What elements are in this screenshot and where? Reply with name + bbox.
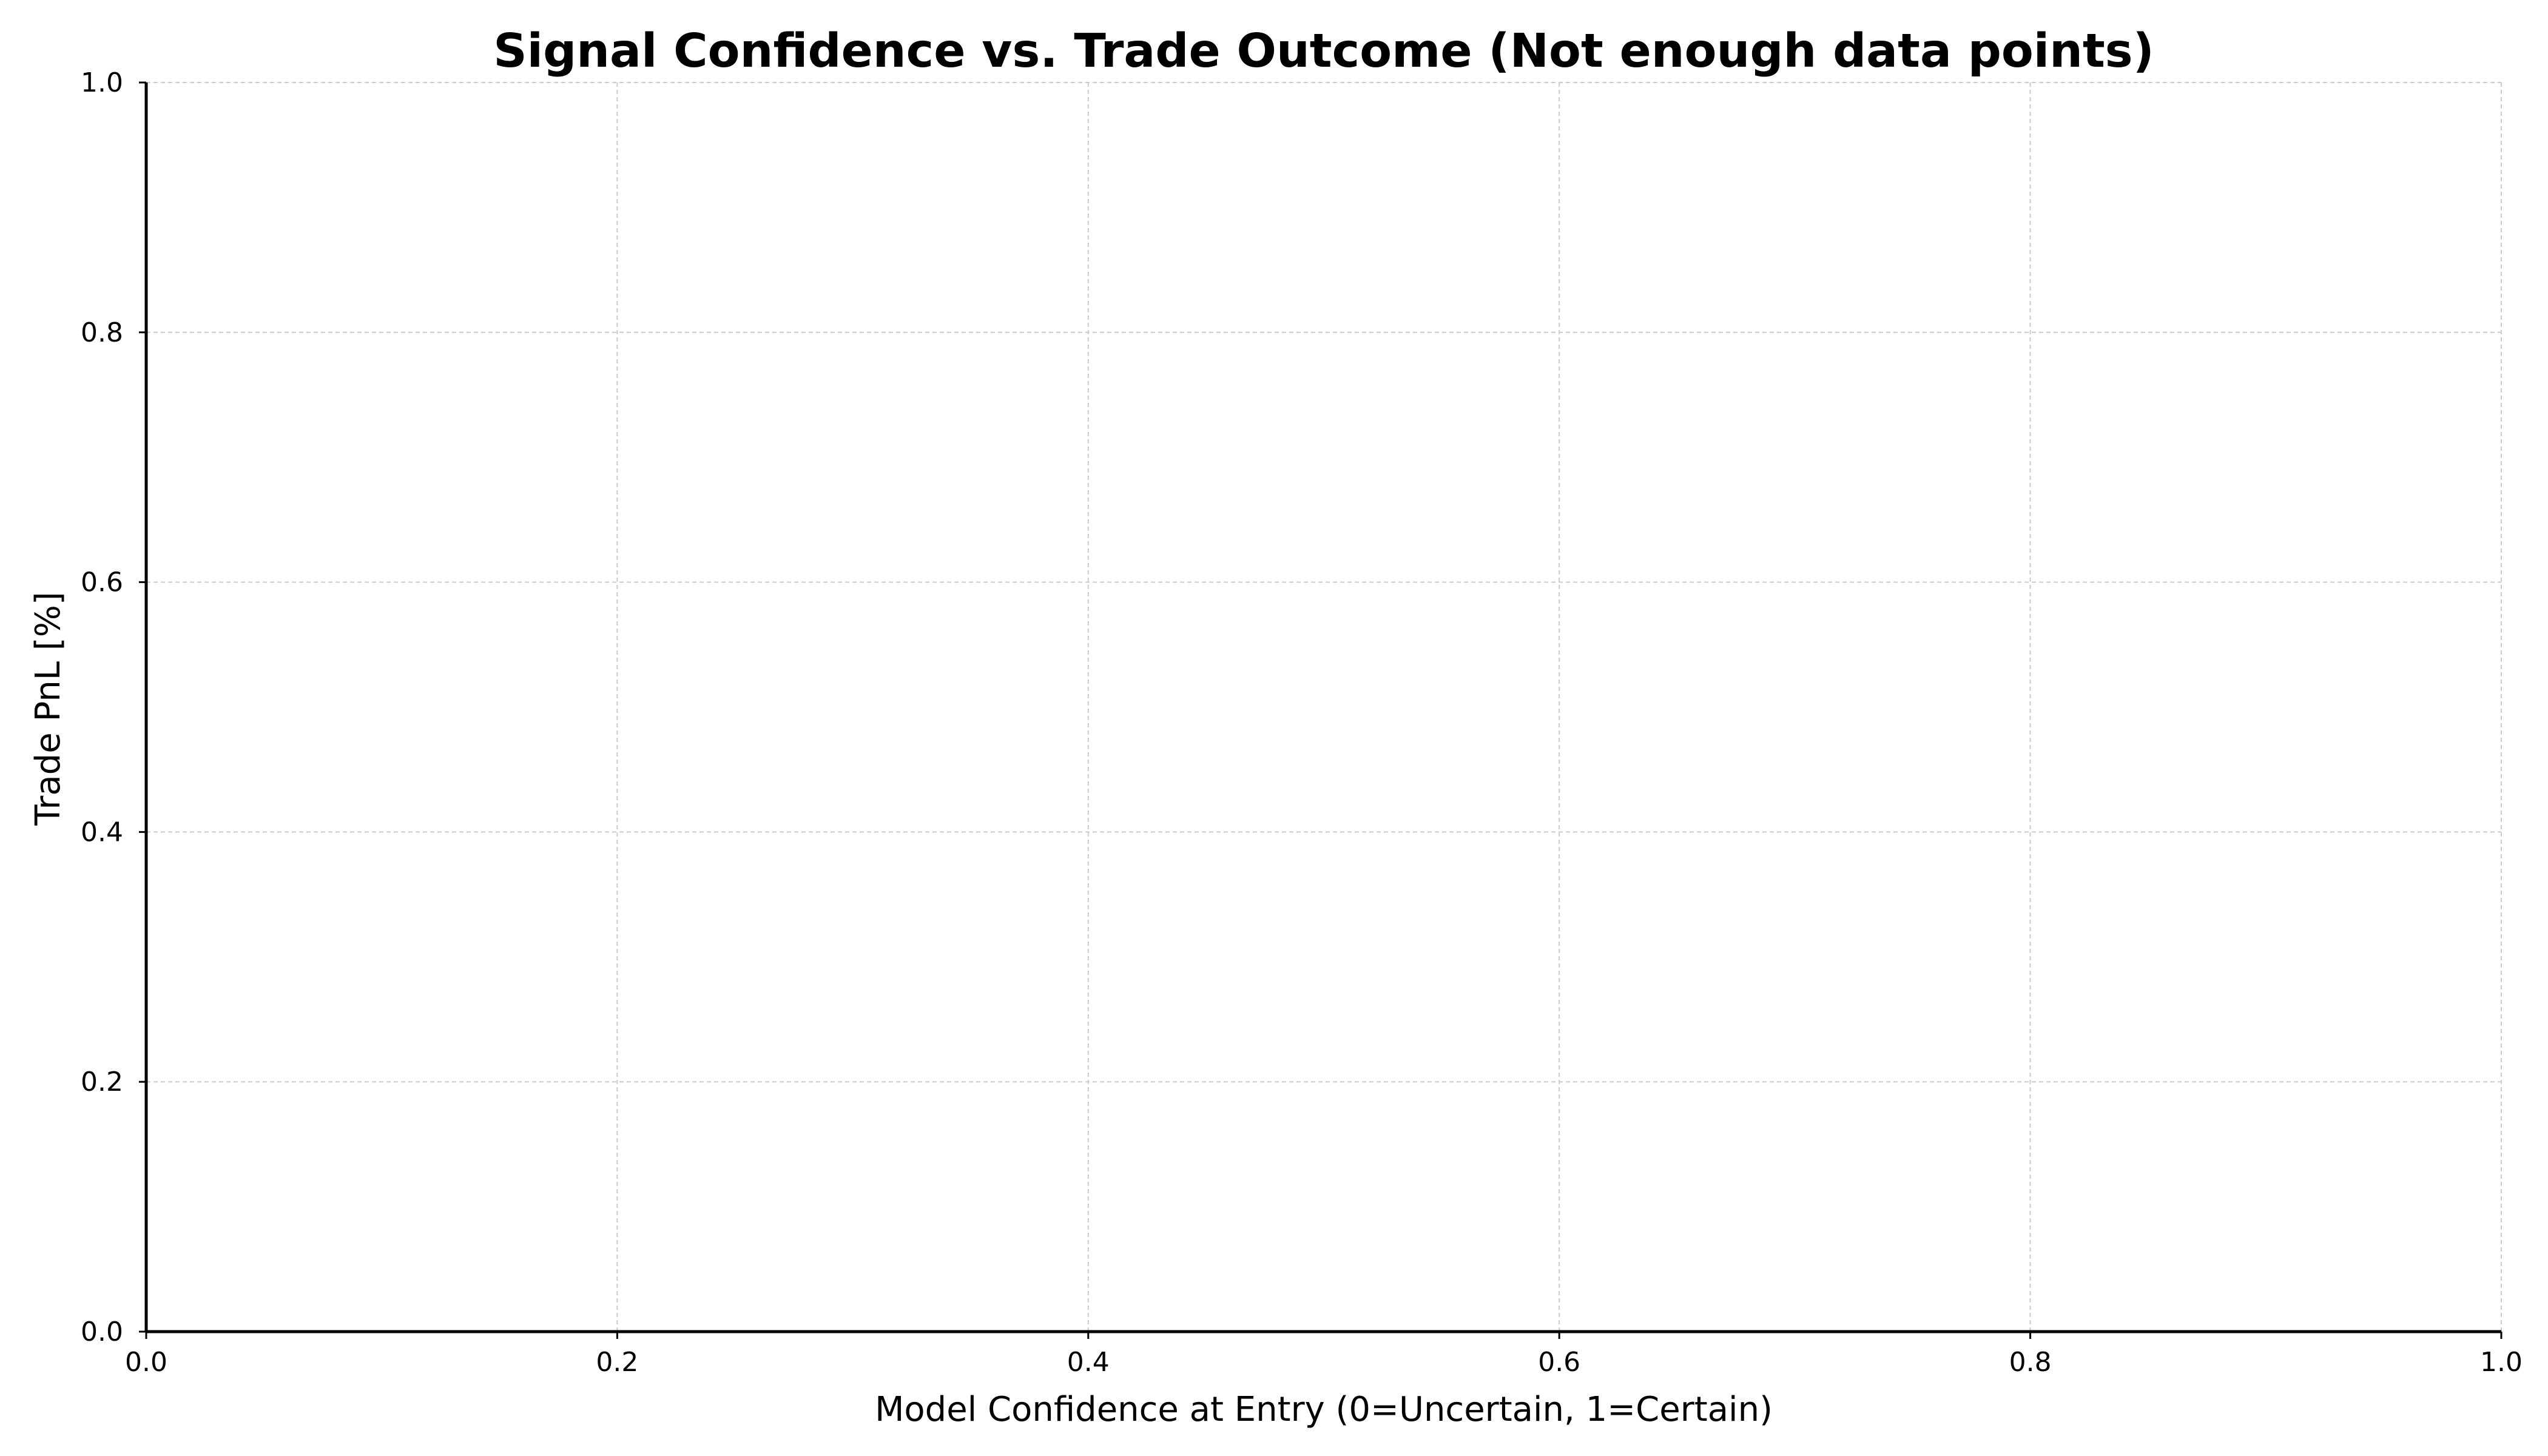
x-tick-label: 0.4 [1067, 1347, 1110, 1378]
y-tick-label: 0.4 [81, 817, 123, 848]
x-tick-label: 0.6 [1538, 1347, 1580, 1378]
x-tick-label: 0.0 [125, 1347, 167, 1378]
x-tick-label: 1.0 [2480, 1347, 2523, 1378]
y-tick-label: 0.2 [81, 1067, 123, 1097]
x-axis-ticks: 0.0 0.2 0.4 0.6 0.8 1.0 [125, 1332, 2523, 1378]
x-axis-label: Model Confidence at Entry (0=Uncertain, … [875, 1390, 1773, 1429]
y-axis-label: Trade PnL [%] [29, 592, 68, 826]
y-tick-label: 0.6 [81, 567, 123, 598]
y-tick-label: 0.8 [81, 317, 123, 348]
y-tick-label: 1.0 [81, 67, 123, 98]
x-tick-label: 0.2 [596, 1347, 638, 1378]
chart-title: Signal Confidence vs. Trade Outcome (Not… [493, 24, 2154, 78]
y-axis-ticks: 0.0 0.2 0.4 0.6 0.8 1.0 [81, 67, 146, 1347]
y-tick-label: 0.0 [81, 1316, 123, 1347]
x-tick-label: 0.8 [2009, 1347, 2052, 1378]
